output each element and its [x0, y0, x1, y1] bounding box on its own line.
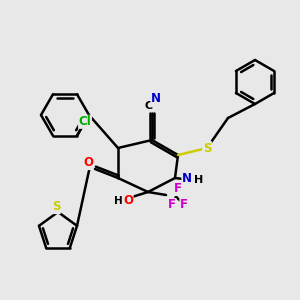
Text: H: H: [114, 196, 122, 206]
Text: F: F: [168, 199, 176, 212]
Text: Cl: Cl: [79, 115, 92, 128]
Text: C: C: [145, 101, 153, 111]
Text: N: N: [151, 92, 161, 106]
Text: S: S: [203, 142, 211, 154]
Text: F: F: [180, 199, 188, 212]
Text: F: F: [174, 182, 182, 196]
Text: S: S: [52, 200, 60, 214]
Text: O: O: [123, 194, 133, 208]
Text: O: O: [83, 157, 93, 169]
Text: H: H: [194, 175, 204, 185]
Text: N: N: [182, 172, 192, 185]
